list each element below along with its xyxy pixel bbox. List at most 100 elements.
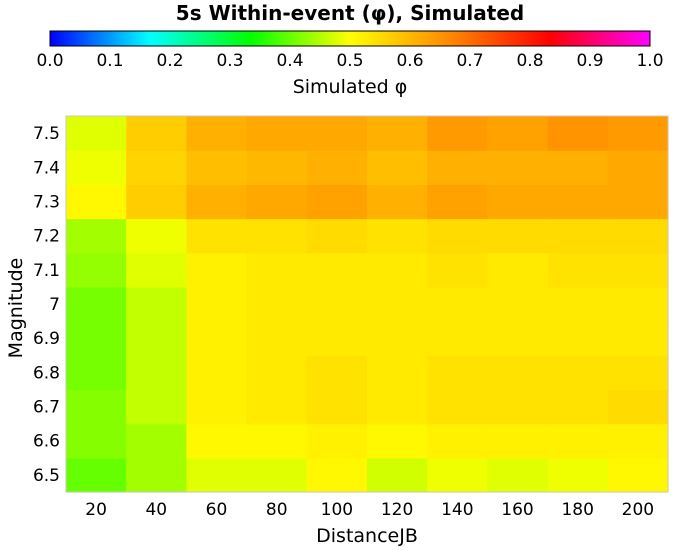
- heatmap-cell: [607, 218, 669, 254]
- heatmap-cell: [66, 321, 127, 356]
- heatmap-cell: [547, 116, 609, 151]
- heatmap-cell: [246, 252, 308, 288]
- x-tick-label: 20: [85, 500, 107, 520]
- y-tick-label: 7.2: [33, 227, 60, 247]
- heatmap-cell: [427, 218, 488, 254]
- heatmap-cell: [306, 355, 368, 391]
- y-axis-label: Magnitude: [5, 258, 27, 359]
- heatmap-cell: [607, 321, 669, 356]
- x-tick-label: 160: [501, 500, 533, 520]
- x-tick-label: 140: [441, 500, 473, 520]
- colorbar-tick-label: 0.9: [576, 51, 603, 71]
- heatmap-cell: [66, 184, 127, 220]
- heatmap-cell: [427, 389, 488, 425]
- heatmap-cell: [246, 457, 308, 493]
- heatmap-cell: [126, 423, 187, 459]
- heatmap-cell: [367, 321, 428, 356]
- heatmap-cell: [607, 116, 669, 151]
- heatmap-cell: [66, 457, 127, 493]
- heatmap-cell: [367, 389, 428, 425]
- heatmap-cell: [306, 389, 368, 425]
- x-axis-ticks: 20 40 60 80 100 120 140 160 180 200: [85, 500, 654, 520]
- heatmap-cell: [66, 389, 127, 425]
- x-tick-label: 40: [145, 500, 167, 520]
- colorbar-tick-label: 0.4: [276, 51, 303, 71]
- x-tick-label: 120: [381, 500, 413, 520]
- heatmap-cell: [547, 150, 609, 185]
- heatmap-cell: [367, 355, 428, 391]
- heatmap-cell: [607, 286, 669, 322]
- heatmap-cell: [427, 321, 488, 356]
- heatmap-cell: [547, 423, 609, 459]
- plot-frame: [65, 115, 669, 493]
- y-tick-label: 7: [49, 295, 60, 315]
- heatmap-cell: [487, 286, 549, 322]
- heatmap-cell: [306, 184, 368, 220]
- heatmap-cell: [487, 355, 549, 391]
- heatmap-cell: [186, 116, 248, 151]
- heatmap-cell: [487, 252, 549, 288]
- heatmap-cell: [547, 389, 609, 425]
- heatmap-cell: [487, 116, 549, 151]
- heatmap-cell: [66, 116, 127, 151]
- heatmap-cell: [306, 321, 368, 356]
- heatmap-cell: [126, 252, 187, 288]
- x-tick-label: 100: [321, 500, 353, 520]
- x-axis-label: DistanceJB: [316, 525, 418, 547]
- heatmap-cell: [126, 116, 187, 151]
- heatmap-cell: [186, 457, 248, 493]
- heatmap-cell: [367, 150, 428, 185]
- heatmap-cell: [487, 218, 549, 254]
- heatmap-cells: [66, 116, 669, 493]
- heatmap-cell: [487, 184, 549, 220]
- heatmap-cell: [246, 218, 308, 254]
- heatmap-cell: [427, 116, 488, 151]
- heatmap-cell: [427, 457, 488, 493]
- heatmap-cell: [367, 184, 428, 220]
- heatmap-cell: [607, 184, 669, 220]
- heatmap-cell: [547, 286, 609, 322]
- heatmap-cell: [547, 218, 609, 254]
- heatmap-cell: [306, 150, 368, 185]
- heatmap-cell: [66, 150, 127, 185]
- colorbar-tick-label: 0.8: [516, 51, 543, 71]
- heatmap-cell: [186, 286, 248, 322]
- heatmap-cell: [66, 286, 127, 322]
- heatmap-cell: [306, 423, 368, 459]
- colorbar-tick-label: 0.7: [456, 51, 483, 71]
- y-axis-ticks: 6.5 6.6 6.7 6.8 6.9 7 7.1 7.2 7.3 7.4 7.5: [33, 124, 60, 486]
- heatmap-cell: [126, 457, 187, 493]
- heatmap-cell: [487, 321, 549, 356]
- heatmap-cell: [66, 218, 127, 254]
- heatmap-cell: [306, 286, 368, 322]
- heatmap-cell: [246, 355, 308, 391]
- heatmap-cell: [607, 423, 669, 459]
- heatmap-cell: [66, 252, 127, 288]
- heatmap-cell: [607, 252, 669, 288]
- heatmap-cell: [246, 116, 308, 151]
- heatmap-cell: [246, 321, 308, 356]
- heatmap-cell: [246, 389, 308, 425]
- colorbar-tick-label: 0.2: [156, 51, 183, 71]
- x-tick-label: 60: [206, 500, 228, 520]
- heatmap-cell: [186, 423, 248, 459]
- heatmap-cell: [126, 286, 187, 322]
- colorbar-tick-label: 1.0: [636, 51, 663, 71]
- y-tick-label: 7.5: [33, 124, 60, 144]
- x-tick-label: 180: [561, 500, 593, 520]
- heatmap-cell: [427, 286, 488, 322]
- heatmap-cell: [547, 252, 609, 288]
- heatmap-cell: [246, 423, 308, 459]
- y-tick-label: 6.5: [33, 466, 60, 486]
- y-tick-label: 6.6: [33, 432, 60, 452]
- colorbar-label: Simulated φ: [293, 76, 408, 98]
- y-tick-label: 7.3: [33, 192, 60, 212]
- colorbar-tick-label: 0.5: [336, 51, 363, 71]
- heatmap-cell: [427, 184, 488, 220]
- colorbar-tick-label: 0.6: [396, 51, 423, 71]
- heatmap-cell: [186, 389, 248, 425]
- y-tick-label: 6.8: [33, 363, 60, 383]
- heatmap-cell: [367, 116, 428, 151]
- heatmap-cell: [246, 184, 308, 220]
